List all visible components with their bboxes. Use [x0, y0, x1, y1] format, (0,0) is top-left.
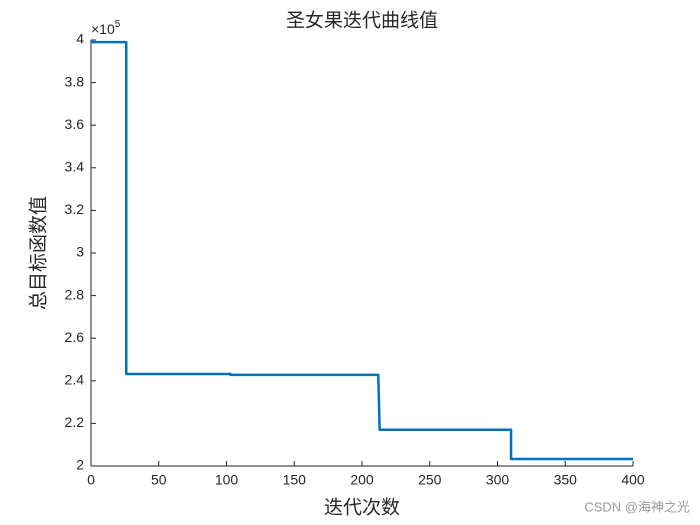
y-tick-label: 3.6: [65, 116, 85, 132]
y-tick-label: 3: [76, 244, 84, 260]
y-tick-label: 2: [76, 457, 84, 473]
x-tick-label: 200: [350, 472, 374, 488]
y-axis-label: 总目标函数值: [27, 196, 49, 310]
y-tick-label: 2.2: [65, 414, 85, 430]
x-tick-label: 250: [418, 472, 442, 488]
y-tick-label: 3.4: [65, 159, 85, 175]
y-tick-label: 2.4: [65, 372, 85, 388]
x-axis-label: 迭代次数: [324, 496, 400, 518]
multiplier-base: ×10: [91, 21, 115, 37]
x-tick-label: 400: [621, 472, 645, 488]
x-tick-label: 350: [554, 472, 578, 488]
y-multiplier: ×105: [91, 19, 121, 37]
y-tick-label: 3.2: [65, 201, 85, 217]
x-tick-label: 100: [215, 472, 239, 488]
y-tick-label: 2.8: [65, 286, 85, 302]
multiplier-exponent: 5: [115, 19, 121, 30]
y-tick-label: 3.8: [65, 73, 85, 89]
x-tick-label: 300: [486, 472, 510, 488]
data-line: [91, 40, 633, 461]
x-tick-label: 50: [151, 472, 167, 488]
x-tick-label: 0: [87, 472, 95, 488]
y-tick-label: 2.6: [65, 329, 85, 345]
x-tick-label: 150: [283, 472, 307, 488]
watermark: CSDN @海神之光: [584, 499, 690, 514]
chart-title: 圣女果迭代曲线值: [286, 9, 438, 31]
y-tick-label: 4: [76, 31, 84, 47]
